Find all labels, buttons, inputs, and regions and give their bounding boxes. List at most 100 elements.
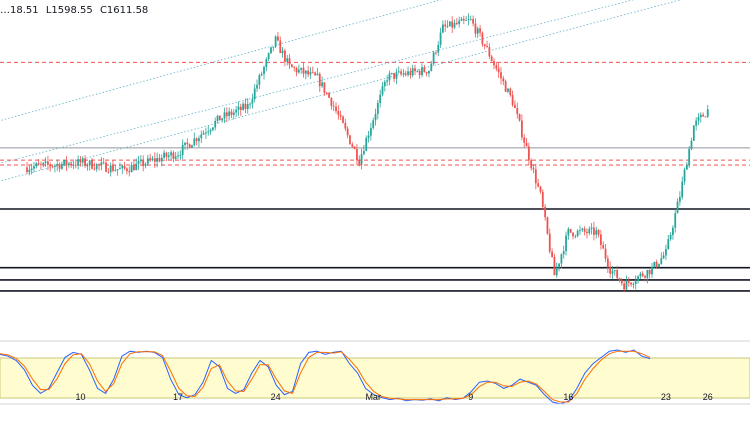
candle-body-219 <box>534 169 537 184</box>
candle-body-107 <box>274 36 277 47</box>
candle-body-256 <box>620 280 623 284</box>
candle-body-71 <box>191 145 193 148</box>
candle-body-262 <box>634 281 637 284</box>
x-tick-label-5: 16 <box>563 392 573 402</box>
candle-body-124 <box>314 72 317 76</box>
candle-body-8 <box>44 161 47 163</box>
candle-body-252 <box>611 271 614 274</box>
candle-body-5 <box>37 163 40 165</box>
candle-body-122 <box>309 71 312 75</box>
candle-body-31 <box>98 164 100 165</box>
candle-body-140 <box>351 144 354 147</box>
candle-body-24 <box>81 158 84 163</box>
candle-body-111 <box>284 50 286 62</box>
level-lines <box>0 61 750 292</box>
candle-body-183 <box>451 21 454 28</box>
candle-body-269 <box>651 267 653 275</box>
candle-body-185 <box>455 22 458 25</box>
time-axis: 101724Mar9162326Apr <box>75 392 712 402</box>
candle-body-108 <box>277 36 279 41</box>
candle-body-33 <box>102 162 105 164</box>
candle-body-289 <box>697 117 700 121</box>
x-tick-label-0: 10 <box>75 392 85 402</box>
candle-body-291 <box>702 114 705 117</box>
candle-body-273 <box>660 258 663 264</box>
candle-body-160 <box>397 71 400 73</box>
candle-body-284 <box>685 165 688 170</box>
candle-body-232 <box>565 235 567 252</box>
candle-body-21 <box>74 164 77 166</box>
candle-body-198 <box>486 45 488 48</box>
candle-body-121 <box>307 70 310 75</box>
candle-body-236 <box>574 235 577 237</box>
candle-body-152 <box>379 94 382 103</box>
candle-body-245 <box>595 230 598 235</box>
candle-body-138 <box>346 128 349 136</box>
candle-body-69 <box>186 142 189 145</box>
candle-body-227 <box>553 256 556 276</box>
candle-body-150 <box>374 114 377 121</box>
candle-body-28 <box>91 160 93 169</box>
candle-body-157 <box>390 72 393 74</box>
candle-body-49 <box>139 159 142 162</box>
candle-body-208 <box>509 88 512 96</box>
candle-body-205 <box>502 78 505 82</box>
candle-body-15 <box>60 164 63 169</box>
candle-body-7 <box>42 162 45 165</box>
candle-body-195 <box>479 28 481 33</box>
candle-body-56 <box>156 157 159 162</box>
candle-body-29 <box>93 168 96 170</box>
candle-body-230 <box>560 254 563 264</box>
candle-body-288 <box>695 120 698 126</box>
candle-body-30 <box>95 164 98 170</box>
candle-body-42 <box>123 165 126 169</box>
candle-body-215 <box>525 142 528 147</box>
x-tick-label-3: Mar <box>365 392 381 402</box>
candle-body-16 <box>63 159 66 165</box>
candle-body-88 <box>230 111 233 115</box>
candle-body-6 <box>40 164 42 165</box>
candle-body-189 <box>465 20 468 21</box>
candle-body-39 <box>116 169 119 170</box>
candle-body-213 <box>520 120 523 138</box>
candle-body-94 <box>244 103 247 109</box>
candle-body-72 <box>193 138 196 146</box>
candle-body-36 <box>109 165 112 173</box>
candle-body-40 <box>119 168 121 170</box>
candle-body-51 <box>144 163 147 166</box>
candle-body-163 <box>404 73 407 75</box>
candle-body-47 <box>135 163 138 171</box>
candle-body-235 <box>572 232 574 237</box>
x-tick-label-4: 9 <box>468 392 473 402</box>
candle-body-155 <box>386 80 389 82</box>
candle-body-131 <box>330 97 333 106</box>
candle-body-171 <box>423 67 426 72</box>
candle-body-223 <box>544 206 547 218</box>
candle-body-243 <box>590 227 593 229</box>
candle-body-35 <box>107 171 110 173</box>
candle-body-172 <box>425 71 428 74</box>
candle-body-207 <box>507 88 509 92</box>
candle-body-89 <box>232 112 235 115</box>
candle-body-233 <box>567 228 570 236</box>
candle-body-57 <box>158 157 161 162</box>
candle-body-54 <box>151 158 154 161</box>
candle-body-136 <box>342 116 344 123</box>
candle-body-206 <box>504 81 507 92</box>
candle-body-153 <box>381 86 384 95</box>
candle-body-90 <box>235 109 238 113</box>
candle-body-242 <box>588 228 591 234</box>
candle-body-34 <box>105 162 107 172</box>
candle-body-283 <box>683 169 686 182</box>
candle-body-174 <box>430 63 433 71</box>
candle-body-20 <box>72 164 75 166</box>
candle-body-241 <box>586 231 588 234</box>
candle-body-221 <box>539 186 542 192</box>
candle-body-278 <box>672 227 674 235</box>
candle-body-261 <box>632 283 635 285</box>
candle-body-247 <box>599 234 602 246</box>
candle-body-259 <box>627 280 630 283</box>
candle-body-175 <box>432 52 435 64</box>
